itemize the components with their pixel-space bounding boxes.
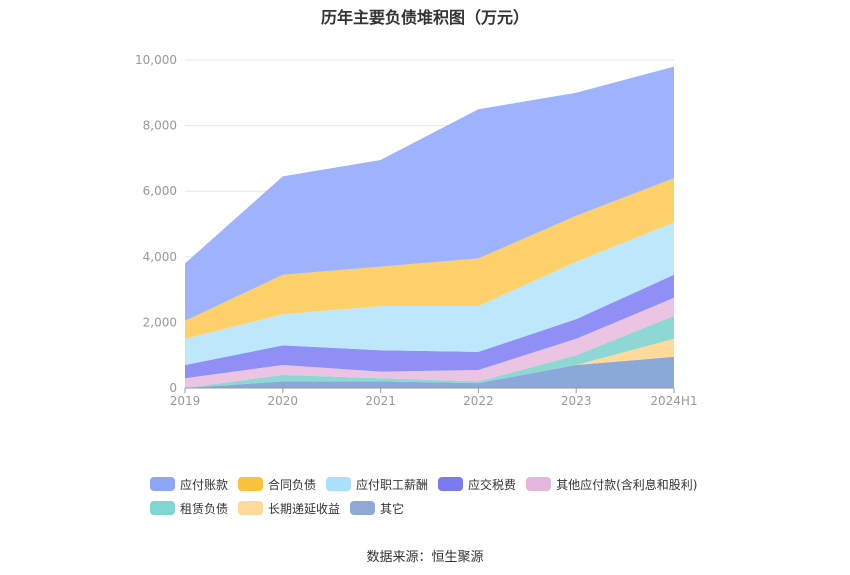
legend-label: 应付职工薪酬 xyxy=(356,477,429,492)
legend-label: 其他应付款(含利息和股利) xyxy=(556,477,698,492)
x-tick-label: 2024H1 xyxy=(650,394,697,408)
legend-swatch xyxy=(526,477,552,491)
area-应付职工薪酬 xyxy=(185,222,674,365)
area-应交税费 xyxy=(185,274,674,379)
y-tick-label: 8,000 xyxy=(143,119,177,133)
x-tick-label: 2019 xyxy=(170,394,201,408)
legend-item[interactable]: 其它 xyxy=(350,500,404,517)
y-tick-label: 6,000 xyxy=(143,184,177,198)
legend-swatch xyxy=(150,501,175,515)
legend-label: 应付账款 xyxy=(180,477,229,492)
y-tick-label: 10,000 xyxy=(135,53,177,67)
legend-label: 合同负债 xyxy=(268,477,317,492)
legend-swatch xyxy=(350,501,376,515)
area-其它 xyxy=(185,356,674,388)
legend-row: 租赁负债 长期递延收益 其它 xyxy=(150,496,770,520)
x-tick-label: 2020 xyxy=(268,394,299,408)
legend-swatch xyxy=(326,477,352,491)
x-tick-label: 2023 xyxy=(561,394,592,408)
legend: 应付账款 合同负债 应付职工薪酬 应交税费 其他应付款(含利息和股利) 租赁负债 长期递延收… xyxy=(150,472,770,520)
legend-label: 应交税费 xyxy=(468,477,517,492)
chart-title: 历年主要负债堆积图（万元） xyxy=(320,8,529,27)
legend-item[interactable]: 其他应付款(含利息和股利) xyxy=(526,476,697,493)
x-tick-label: 2021 xyxy=(365,394,396,408)
area-series xyxy=(185,66,674,388)
x-tick-label: 2022 xyxy=(463,394,494,408)
area-应付账款 xyxy=(185,66,674,321)
data-source: 数据来源：恒生聚源 xyxy=(366,550,484,565)
y-tick-label: 4,000 xyxy=(143,250,177,264)
legend-swatch xyxy=(238,501,264,515)
y-tick-label: 0 xyxy=(169,381,177,395)
legend-label: 租赁负债 xyxy=(180,501,229,516)
area-其他应付款(含利息和股利) xyxy=(185,297,674,388)
legend-item[interactable]: 应付账款 xyxy=(150,476,228,493)
axes: 0 2,000 4,000 6,000 8,000 10,000 2019 2020 2021 2… xyxy=(135,53,698,408)
legend-swatch xyxy=(438,477,464,491)
legend-row: 应付账款 合同负债 应付职工薪酬 应交税费 其他应付款(含利息和股利) xyxy=(150,472,770,496)
legend-item[interactable]: 应交税费 xyxy=(438,476,516,493)
legend-item[interactable]: 合同负债 xyxy=(238,476,316,493)
legend-item[interactable]: 长期递延收益 xyxy=(238,500,340,517)
legend-label: 其它 xyxy=(380,501,405,516)
legend-item[interactable]: 租赁负债 xyxy=(150,500,228,517)
legend-label: 长期递延收益 xyxy=(268,501,341,516)
area-合同负债 xyxy=(185,178,674,339)
y-tick-label: 2,000 xyxy=(143,315,177,329)
legend-swatch xyxy=(238,477,264,491)
legend-swatch xyxy=(150,477,175,491)
legend-item[interactable]: 应付职工薪酬 xyxy=(326,476,428,493)
